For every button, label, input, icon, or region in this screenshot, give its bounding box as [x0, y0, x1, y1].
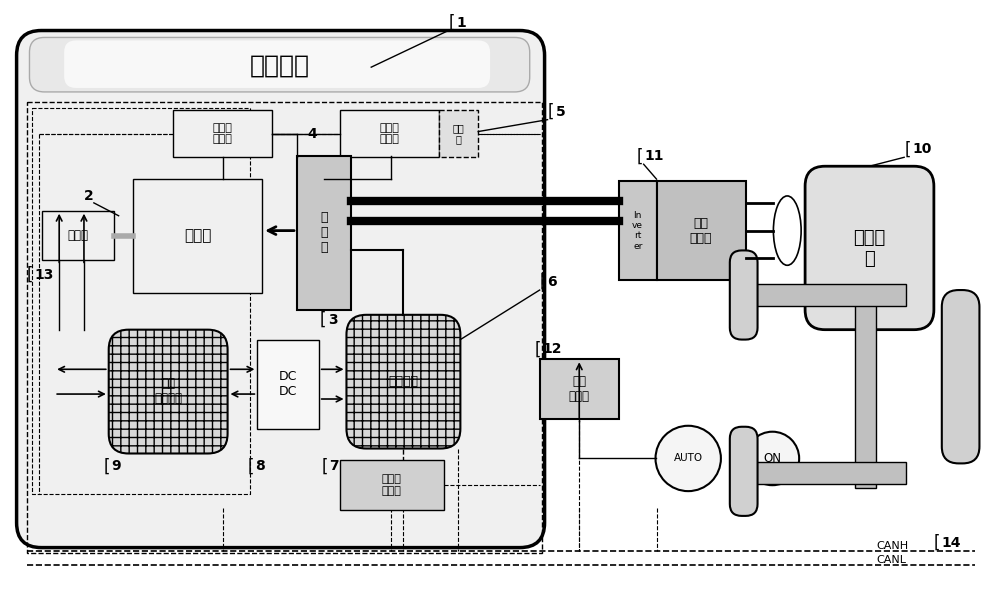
- Bar: [32, 108, 250, 494]
- Text: In
ve
rt
er: In ve rt er: [632, 211, 643, 251]
- Text: 电池管
理单元: 电池管 理单元: [381, 474, 401, 496]
- FancyBboxPatch shape: [64, 41, 490, 88]
- Text: DC
DC: DC DC: [279, 370, 297, 398]
- FancyBboxPatch shape: [29, 37, 530, 92]
- Bar: [133, 179, 262, 293]
- Text: 动力电池: 动力电池: [388, 375, 418, 388]
- Bar: [657, 181, 746, 280]
- Bar: [27, 102, 542, 553]
- Text: 13: 13: [34, 268, 54, 282]
- Text: [: [: [448, 14, 455, 32]
- Text: 11: 11: [645, 149, 664, 163]
- Text: [: [: [535, 340, 541, 359]
- Bar: [855, 290, 876, 488]
- FancyBboxPatch shape: [346, 315, 460, 448]
- Text: 8: 8: [255, 460, 265, 473]
- FancyBboxPatch shape: [730, 427, 758, 516]
- Bar: [173, 110, 272, 158]
- Text: [: [: [322, 457, 328, 476]
- Text: 14: 14: [942, 536, 961, 550]
- Text: 发电机
控制器: 发电机 控制器: [379, 123, 399, 145]
- Text: [: [: [548, 103, 554, 121]
- Text: 5: 5: [555, 105, 565, 119]
- Bar: [748, 284, 906, 306]
- Text: 4: 4: [307, 126, 317, 140]
- Text: [: [: [934, 533, 940, 552]
- Text: [: [: [247, 457, 254, 476]
- FancyBboxPatch shape: [805, 166, 934, 330]
- Text: [: [: [320, 311, 326, 329]
- Text: CANH: CANH: [876, 540, 909, 550]
- Bar: [748, 463, 906, 484]
- Text: 发动机
控制器: 发动机 控制器: [213, 123, 233, 145]
- Text: 发
电
机: 发 电 机: [320, 211, 327, 254]
- Bar: [619, 181, 657, 280]
- Text: 9: 9: [112, 460, 121, 473]
- Text: 10: 10: [912, 142, 931, 156]
- Circle shape: [656, 426, 721, 491]
- Bar: [340, 110, 439, 158]
- FancyBboxPatch shape: [730, 250, 758, 340]
- Text: 7: 7: [330, 460, 339, 473]
- FancyBboxPatch shape: [109, 330, 228, 454]
- FancyBboxPatch shape: [17, 31, 545, 548]
- Text: 6: 6: [548, 275, 557, 289]
- Text: CANL: CANL: [876, 555, 906, 565]
- Text: [: [: [27, 266, 33, 284]
- Text: [: [: [904, 140, 911, 158]
- Text: 电机
控制器: 电机 控制器: [690, 217, 712, 245]
- Bar: [340, 460, 444, 510]
- Ellipse shape: [773, 196, 801, 266]
- Text: ON: ON: [763, 452, 781, 465]
- Text: 驱动电
机: 驱动电 机: [853, 229, 886, 268]
- Text: 2: 2: [84, 189, 94, 203]
- Bar: [257, 340, 319, 429]
- Text: 变频
器: 变频 器: [453, 123, 464, 145]
- Circle shape: [746, 432, 799, 485]
- Text: 增程系统: 增程系统: [250, 53, 310, 77]
- Text: 低压
小电池组: 低压 小电池组: [154, 377, 182, 405]
- Bar: [42, 211, 114, 260]
- Text: 1: 1: [456, 15, 466, 30]
- Text: [: [: [104, 457, 110, 476]
- Bar: [297, 156, 351, 310]
- Text: 3: 3: [328, 313, 337, 327]
- Text: 12: 12: [543, 342, 562, 356]
- Text: AUTO: AUTO: [674, 454, 703, 464]
- Text: [: [: [637, 148, 643, 165]
- Text: [: [: [540, 273, 546, 291]
- Bar: [540, 359, 619, 419]
- FancyBboxPatch shape: [942, 290, 979, 463]
- Text: 启动机: 启动机: [68, 229, 89, 242]
- Text: 发动机: 发动机: [184, 228, 212, 243]
- Bar: [439, 110, 478, 158]
- Text: 整车
控制器: 整车 控制器: [569, 375, 590, 403]
